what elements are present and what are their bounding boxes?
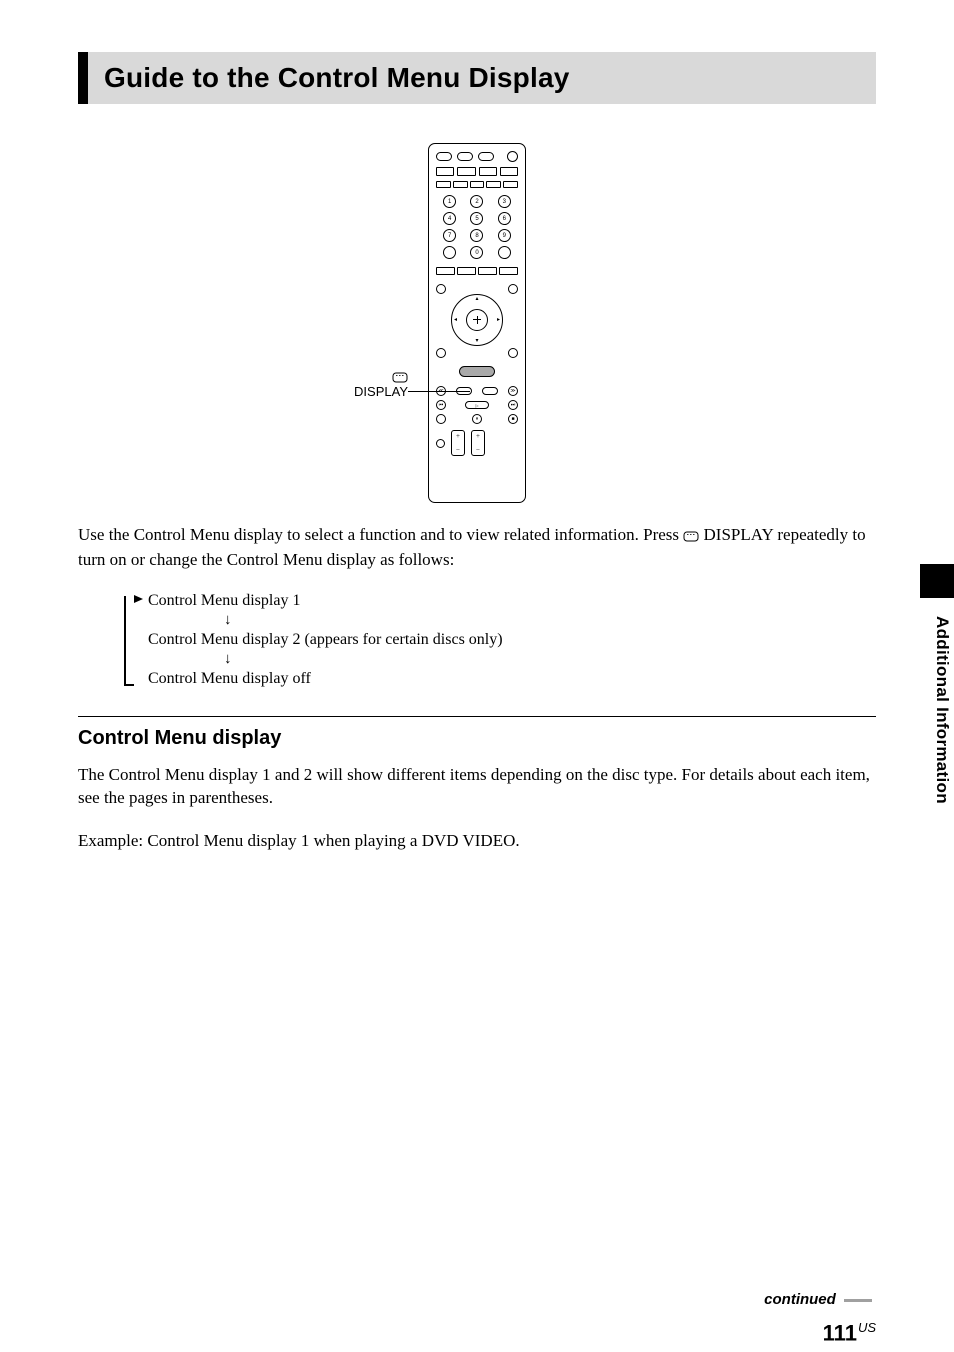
play-icon: ▷: [465, 401, 489, 409]
intro-paragraph: Use the Control Menu display to select a…: [78, 524, 876, 572]
remote-wrap: DISPLAY: [428, 143, 526, 503]
arrow-left-icon: ◂: [454, 317, 457, 323]
arrow-right-icon: ▸: [497, 317, 500, 323]
arrow-down-icon: ↓: [224, 612, 876, 629]
rect: [457, 167, 475, 176]
num-blank: [498, 246, 511, 259]
pause-icon: ⏸: [472, 414, 482, 424]
stop-icon: ■: [508, 414, 518, 424]
lg-row: ⏸ ■: [436, 414, 518, 424]
num-2: 2: [470, 195, 483, 208]
remote-diagram-area: DISPLAY: [78, 138, 876, 508]
power-icon: [507, 151, 518, 162]
section-rule: [78, 716, 876, 717]
skip-fwd-icon: ⏭: [508, 400, 518, 410]
arrow-down-icon: ↓: [224, 651, 876, 668]
section-para-1: The Control Menu display 1 and 2 will sh…: [78, 764, 876, 810]
continued-label: continued: [78, 1291, 876, 1308]
num-blank: [443, 246, 456, 259]
num-row: 1 2 3: [436, 195, 518, 208]
flow-item-1: Control Menu display 1: [148, 592, 876, 610]
num-1: 1: [443, 195, 456, 208]
num-6: 6: [498, 212, 511, 225]
channel-rocker: +−: [471, 430, 485, 456]
page-number-value: 111: [823, 1320, 857, 1345]
number-pad: 1 2 3 4 5 6 7 8 9: [436, 195, 518, 259]
arrow-up-icon: ▴: [475, 296, 478, 302]
bar: [478, 267, 497, 275]
top-ovals: [436, 152, 494, 161]
rect: [486, 181, 501, 188]
lower-controls: ≪ ≫ ⏮ ▷ ⏭ ⏸ ■: [436, 386, 518, 456]
continued-line: [844, 1299, 872, 1302]
arrow-down-icon: ▾: [475, 338, 478, 344]
flow-bracket: [124, 596, 134, 686]
rect: [470, 181, 485, 188]
page-title: Guide to the Control Menu Display: [104, 62, 860, 94]
dpad-section: ▴ ▾ ◂ ▸: [436, 284, 518, 358]
bar-row: [436, 267, 518, 275]
oval: [436, 152, 452, 161]
display-button-highlight: [459, 366, 495, 377]
dpad-center: [466, 309, 488, 331]
corner-btn: [508, 284, 518, 294]
page-footer: continued: [78, 1291, 876, 1308]
page-number: 111US: [823, 1320, 876, 1346]
oval: [457, 152, 473, 161]
next-icon: ≫: [508, 386, 518, 396]
rect: [503, 181, 518, 188]
num-row: 4 5 6: [436, 212, 518, 225]
side-tab: [920, 564, 954, 598]
display-icon: [683, 526, 699, 549]
leader-line: [408, 391, 470, 392]
num-row: 0: [436, 246, 518, 259]
section-heading: Control Menu display: [78, 727, 876, 750]
corner-btn: [436, 348, 446, 358]
num-3: 3: [498, 195, 511, 208]
num-8: 8: [470, 229, 483, 242]
side-section-label: Additional Information: [932, 616, 952, 804]
display-label-text: DISPLAY: [354, 384, 408, 399]
rect: [436, 181, 451, 188]
rect: [436, 167, 454, 176]
volume-rocker: +−: [451, 430, 465, 456]
rect: [479, 167, 497, 176]
title-bar: Guide to the Control Menu Display: [78, 52, 876, 104]
continued-text: continued: [764, 1291, 836, 1308]
small-rect-row: [436, 181, 518, 188]
remote-illustration: 1 2 3 4 5 6 7 8 9: [428, 143, 526, 503]
section-para-2: Example: Control Menu display 1 when pla…: [78, 830, 876, 853]
rect-row: [436, 167, 518, 176]
btn: [436, 439, 445, 448]
skip-back-icon: ⏮: [436, 400, 446, 410]
bar: [499, 267, 518, 275]
bar: [436, 267, 455, 275]
manual-page: Guide to the Control Menu Display DISPLA…: [0, 0, 954, 1352]
btn: [436, 414, 446, 424]
oval: [478, 152, 494, 161]
dpad: ▴ ▾ ◂ ▸: [451, 294, 503, 346]
volume-row: +− +−: [436, 430, 518, 456]
lg-row: ⏮ ▷ ⏭: [436, 400, 518, 410]
num-7: 7: [443, 229, 456, 242]
flow-entry-arrow-icon: [134, 595, 143, 603]
rect: [500, 167, 518, 176]
page-region: US: [858, 1320, 876, 1335]
num-4: 4: [443, 212, 456, 225]
intro-before: Use the Control Menu display to select a…: [78, 525, 683, 544]
corner-btn: [436, 284, 446, 294]
rect: [453, 181, 468, 188]
display-callout: DISPLAY: [298, 371, 408, 399]
fwd-icon: [482, 387, 498, 395]
bar: [457, 267, 476, 275]
num-5: 5: [470, 212, 483, 225]
flow-item-3: Control Menu display off: [148, 670, 876, 688]
num-0: 0: [470, 246, 483, 259]
flow-item-2: Control Menu display 2 (appears for cert…: [148, 631, 876, 649]
flow-diagram: Control Menu display 1 ↓ Control Menu di…: [134, 592, 876, 688]
remote-top-row: [436, 151, 518, 162]
corner-btn: [508, 348, 518, 358]
num-9: 9: [498, 229, 511, 242]
num-row: 7 8 9: [436, 229, 518, 242]
